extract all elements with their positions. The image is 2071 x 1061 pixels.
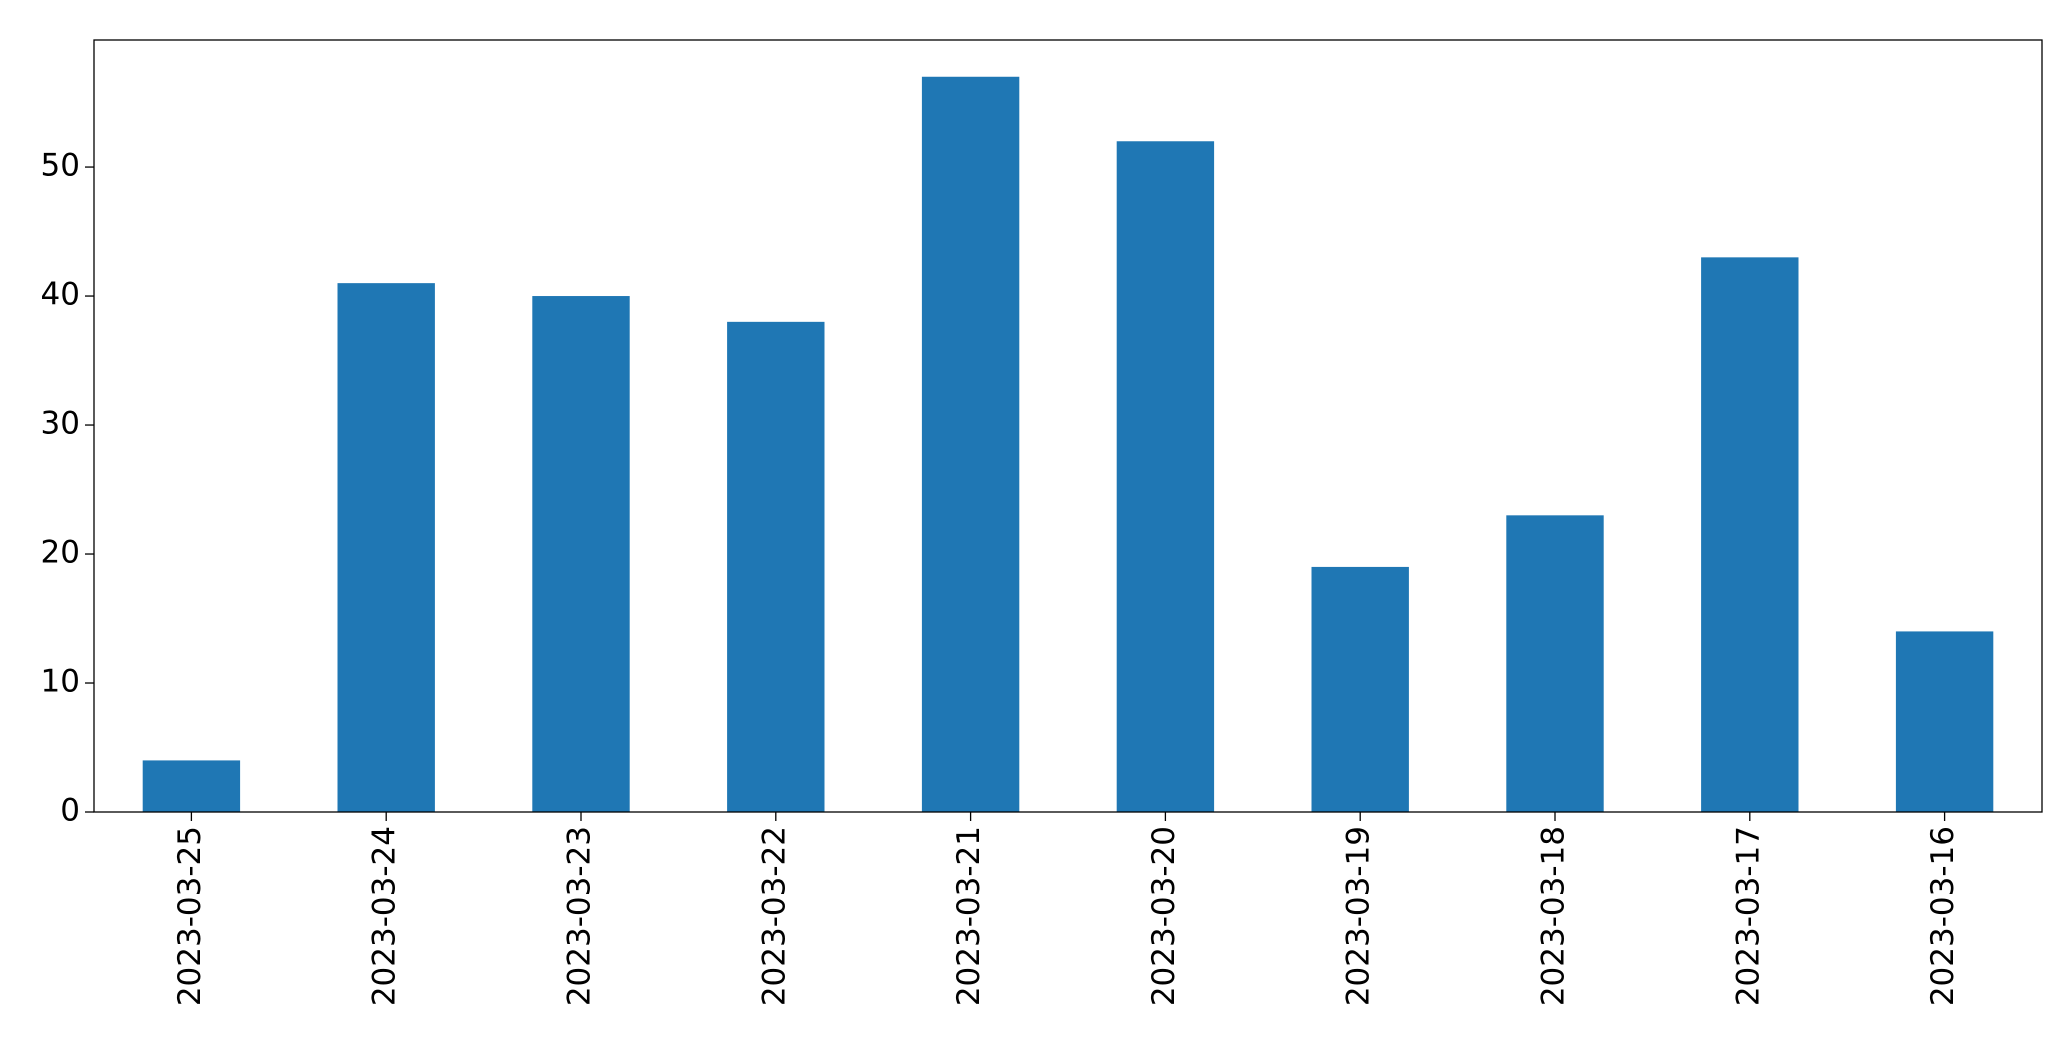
y-tick-label: 10 (41, 664, 80, 700)
x-tick-label: 2023-03-18 (1536, 826, 1572, 1006)
bar (1116, 141, 1215, 812)
bar (142, 760, 241, 812)
x-tick-label: 2023-03-17 (1730, 826, 1766, 1006)
x-tick-label: 2023-03-16 (1925, 826, 1961, 1006)
y-tick-label: 0 (60, 793, 80, 829)
bar (1701, 257, 1799, 813)
y-tick-label: 20 (41, 535, 80, 571)
y-tick-label: 30 (41, 406, 80, 442)
x-tick-label: 2023-03-23 (562, 826, 598, 1006)
x-tick-label: 2023-03-21 (951, 826, 987, 1006)
bar (532, 296, 630, 812)
x-tick-label: 2023-03-24 (367, 826, 403, 1006)
bar (1311, 566, 1409, 812)
bar (921, 76, 1020, 812)
x-tick-label: 2023-03-20 (1146, 826, 1182, 1006)
x-tick-label: 2023-03-22 (756, 826, 792, 1006)
bar (727, 321, 825, 812)
x-tick-label: 2023-03-19 (1341, 826, 1377, 1006)
plot-frame (93, 39, 2043, 813)
bar (1506, 515, 1604, 812)
bar (337, 283, 435, 812)
y-tick-label: 50 (41, 148, 80, 184)
y-tick-label: 40 (41, 277, 80, 313)
bar (1895, 631, 1994, 812)
x-tick-label: 2023-03-25 (172, 826, 208, 1006)
